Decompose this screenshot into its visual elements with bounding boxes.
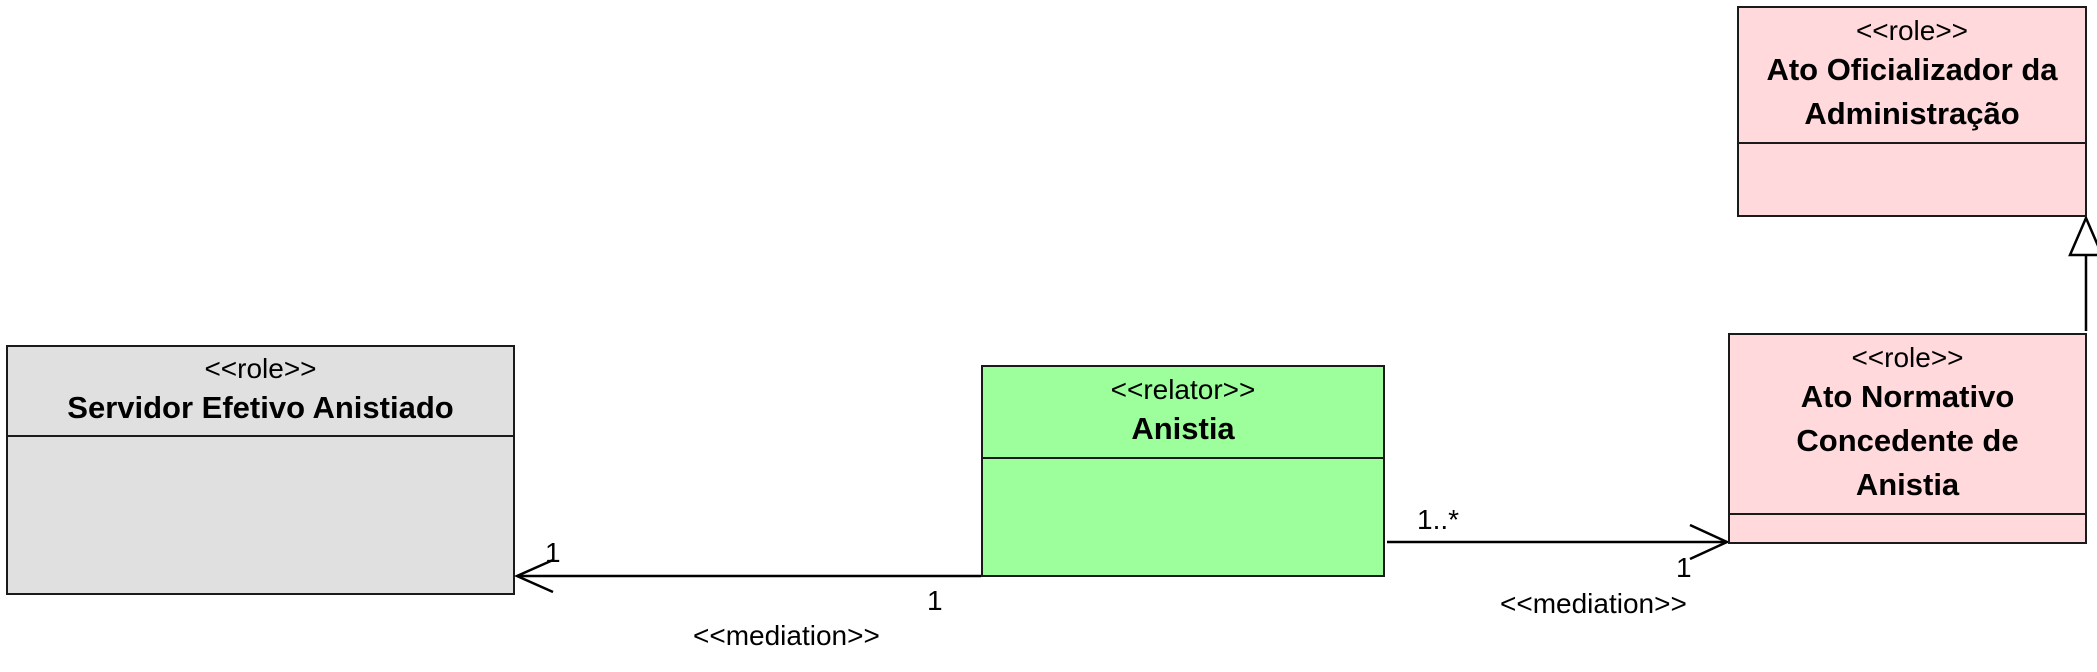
generalization-arrowhead (2068, 214, 2097, 257)
class-attributes-compartment (983, 459, 1383, 575)
class-name: Administração (1804, 96, 2020, 131)
class-header: <<relator>> Anistia (983, 367, 1383, 459)
class-name: Anistia (1855, 467, 1960, 502)
arrowhead-ato-normativo (1689, 523, 1730, 561)
multiplicity-ato-normativo: 1 (1676, 552, 1692, 583)
class-attributes-compartment (1730, 515, 2085, 542)
class-ato-normativo-concedente[interactable]: <<role>> Ato Normativo Concedente de Ani… (1728, 333, 2087, 544)
class-header: <<role>> Ato Oficializador da Administra… (1739, 8, 2085, 144)
class-header: <<role>> Ato Normativo Concedente de Ani… (1730, 335, 2085, 515)
class-name: Ato Normativo (1800, 379, 2015, 414)
multiplicity-anistia-right: 1..* (1417, 504, 1460, 535)
class-servidor-efetivo-anistiado[interactable]: <<role>> Servidor Efetivo Anistiado (6, 345, 515, 595)
class-ato-oficializador[interactable]: <<role>> Ato Oficializador da Administra… (1737, 6, 2087, 217)
class-name: Servidor Efetivo Anistiado (67, 390, 454, 425)
class-name: Anistia (1131, 411, 1235, 446)
class-header: <<role>> Servidor Efetivo Anistiado (8, 347, 513, 437)
stereotype-label: <<role>> (1855, 15, 1969, 46)
multiplicity-anistia-left: 1 (927, 585, 943, 616)
class-attributes-compartment (8, 437, 513, 593)
stereotype-label: <<role>> (1851, 342, 1964, 373)
class-anistia[interactable]: <<relator>> Anistia (981, 365, 1385, 577)
class-attributes-compartment (1739, 144, 2085, 215)
arrowhead-servidor (513, 558, 554, 594)
stereotype-label: <<relator>> (1110, 374, 1256, 405)
stereotype-label: <<role>> (204, 353, 317, 384)
class-name: Concedente de (1796, 423, 2019, 458)
class-name: Ato Oficializador da (1766, 52, 2058, 87)
mediation-stereotype-left: <<mediation>> (693, 620, 880, 651)
mediation-stereotype-right: <<mediation>> (1500, 588, 1687, 619)
multiplicity-servidor: 1 (545, 537, 561, 568)
